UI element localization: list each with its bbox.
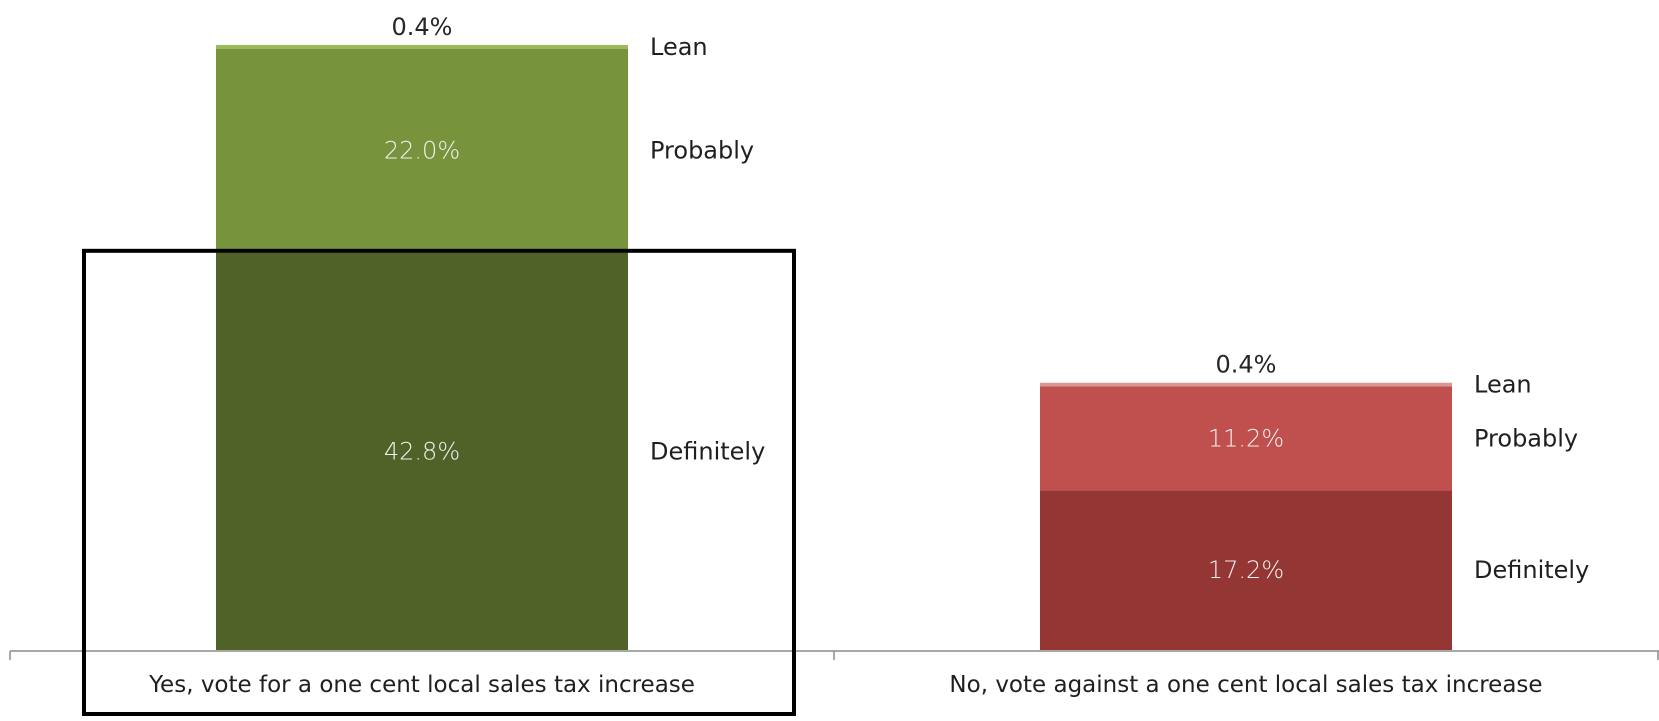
bar-no-lean xyxy=(1040,382,1452,387)
data-label: 42.8% xyxy=(384,437,460,465)
bar-yes-lean xyxy=(216,44,628,49)
tier-label-definitely: Definitely xyxy=(650,437,765,465)
bar-no-definitely xyxy=(1040,490,1452,650)
data-label: 11.2% xyxy=(1208,424,1284,452)
tier-label-definitely: Definitely xyxy=(1474,556,1589,584)
data-label: 22.0% xyxy=(384,137,460,165)
tier-label-lean: Lean xyxy=(1474,371,1532,399)
data-label: 0.4% xyxy=(392,13,453,41)
data-label: 0.4% xyxy=(1216,351,1277,379)
category-label: No, vote against a one cent local sales … xyxy=(949,672,1542,698)
bar-yes-definitely xyxy=(216,252,628,651)
tier-label-probably: Probably xyxy=(1474,424,1578,452)
category-label: Yes, vote for a one cent local sales tax… xyxy=(148,672,695,698)
bar-yes-probably xyxy=(216,48,628,253)
tier-label-probably: Probably xyxy=(650,137,754,165)
highlight-box xyxy=(82,248,796,716)
tier-label-lean: Lean xyxy=(650,33,708,61)
bar-no-probably xyxy=(1040,386,1452,491)
data-label: 17.2% xyxy=(1208,556,1284,584)
